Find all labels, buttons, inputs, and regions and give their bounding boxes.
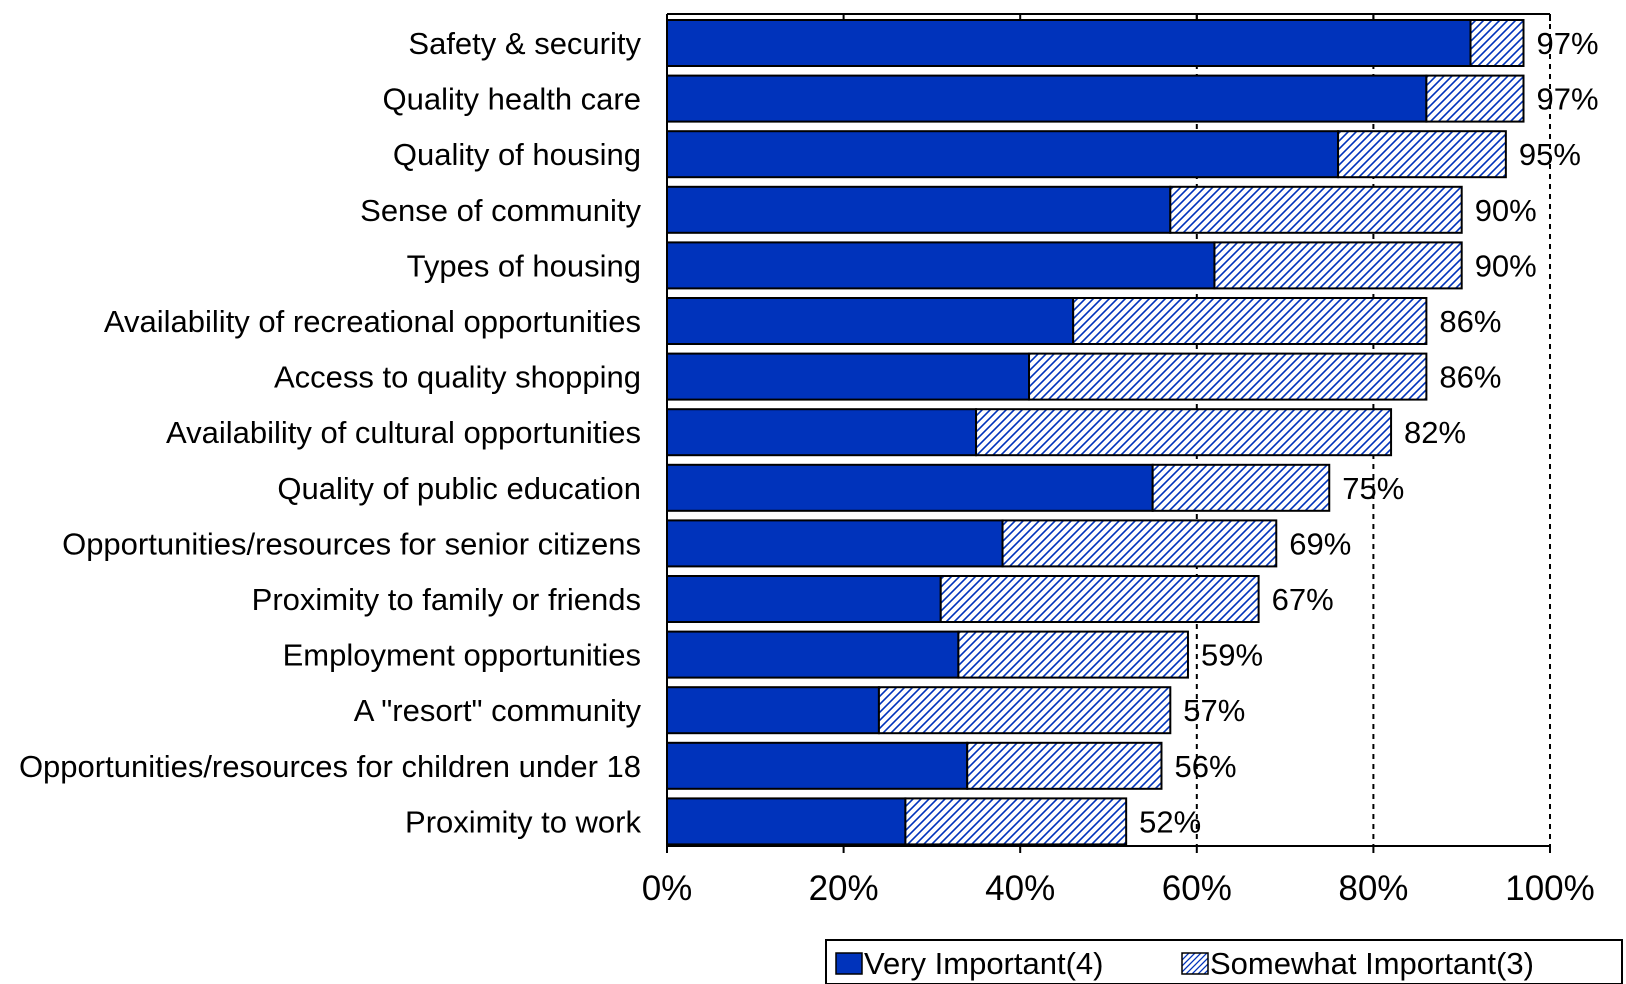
legend-swatch-very-important	[835, 952, 863, 975]
x-tick-label-0: 0%	[642, 869, 693, 908]
bar-very-important-6	[666, 352, 1031, 401]
data-label-11: 59%	[1201, 638, 1263, 673]
x-tick-label-1: 20%	[809, 869, 879, 908]
legend-swatch-somewhat-important	[1181, 952, 1209, 975]
bar-very-important-10	[666, 575, 942, 623]
x-tick-label-5: 100%	[1505, 869, 1595, 908]
bar-somewhat-important-7	[975, 408, 1393, 457]
category-label-13: Opportunities/resources for children und…	[19, 749, 641, 784]
axes	[666, 13, 1551, 853]
data-label-12: 57%	[1183, 693, 1245, 728]
bar-very-important-0	[666, 19, 1472, 67]
category-label-1: Quality health care	[383, 82, 641, 117]
legend: Very Important(4) Somewhat Important(3)	[825, 939, 1623, 984]
category-label-12: A "resort" community	[354, 693, 642, 728]
bar-somewhat-important-3	[1169, 185, 1463, 234]
bar-very-important-9	[666, 519, 1004, 568]
bar-somewhat-important-10	[939, 575, 1260, 623]
data-label-8: 75%	[1342, 471, 1404, 506]
bar-somewhat-important-13	[966, 741, 1163, 790]
data-labels: 97% 97% 95% 90% 90% 86% 86% 82%75% 69% 67% 59% 57% 5…	[1139, 26, 1598, 839]
bar-somewhat-important-4	[1213, 241, 1463, 290]
bar-very-important-3	[666, 185, 1172, 234]
bar-very-important-12	[666, 686, 880, 735]
data-label-1: 97%	[1537, 82, 1599, 117]
bar-very-important-5	[666, 297, 1075, 345]
category-labels: Safety & security Quality health care Qual…	[19, 26, 642, 839]
bar-somewhat-important-14	[904, 797, 1128, 846]
category-label-0: Safety & security	[408, 26, 641, 61]
x-tick-label-4: 80%	[1338, 869, 1408, 908]
bar-somewhat-important-1	[1425, 74, 1525, 123]
bar-very-important-8	[666, 463, 1154, 512]
category-label-5: Availability of recreational opportuniti…	[104, 304, 641, 339]
bar-somewhat-important-12	[877, 686, 1172, 735]
bar-very-important-2	[666, 130, 1340, 179]
bar-very-important-7	[666, 408, 978, 457]
legend-label-very-important: Very Important(4)	[864, 946, 1103, 981]
legend-box	[825, 939, 1623, 984]
bar-somewhat-important-0	[1469, 19, 1525, 67]
data-label-6: 86%	[1439, 360, 1501, 395]
data-label-5: 86%	[1439, 304, 1501, 339]
bar-somewhat-important-9	[1001, 519, 1278, 568]
bar-very-important-14	[666, 797, 907, 846]
bar-very-important-4	[666, 241, 1216, 290]
data-label-10: 67%	[1272, 582, 1334, 617]
data-label-0: 97%	[1537, 26, 1599, 61]
data-label-4: 90%	[1475, 248, 1537, 283]
bar-somewhat-important-8	[1151, 463, 1331, 512]
category-label-9: Opportunities/resources for senior citiz…	[62, 526, 641, 561]
category-label-3: Sense of community	[360, 193, 641, 228]
category-label-7: Availability of cultural opportunities	[166, 415, 641, 450]
x-tick-labels: 0% 20% 40% 60% 80% 100%	[642, 869, 1595, 908]
data-label-13: 56%	[1174, 749, 1236, 784]
data-label-3: 90%	[1475, 193, 1537, 228]
bar-somewhat-important-6	[1028, 352, 1428, 401]
category-label-4: Types of housing	[407, 248, 641, 283]
category-label-2: Quality of housing	[393, 137, 641, 172]
category-label-11: Employment opportunities	[283, 638, 641, 673]
x-tick-label-2: 40%	[985, 869, 1055, 908]
category-label-8: Quality of public education	[277, 471, 641, 506]
data-label-14: 52%	[1139, 804, 1201, 839]
bar-very-important-1	[666, 74, 1428, 123]
bar-somewhat-important-5	[1072, 297, 1428, 345]
x-tick-label-3: 60%	[1162, 869, 1232, 908]
bar-somewhat-important-11	[957, 630, 1189, 679]
data-label-9: 69%	[1289, 526, 1351, 561]
bar-very-important-13	[666, 741, 969, 790]
data-label-2: 95%	[1519, 137, 1581, 172]
bar-somewhat-important-2	[1337, 130, 1507, 179]
bar-very-important-11	[666, 630, 960, 679]
data-label-7: 82%	[1404, 415, 1466, 450]
reference-lines	[1195, 14, 1551, 846]
category-label-10: Proximity to family or friends	[252, 582, 641, 617]
legend-label-somewhat-important: Somewhat Important(3)	[1210, 946, 1534, 981]
bars	[666, 19, 1525, 846]
category-label-14: Proximity to work	[405, 804, 641, 839]
category-label-6: Access to quality shopping	[274, 360, 641, 395]
